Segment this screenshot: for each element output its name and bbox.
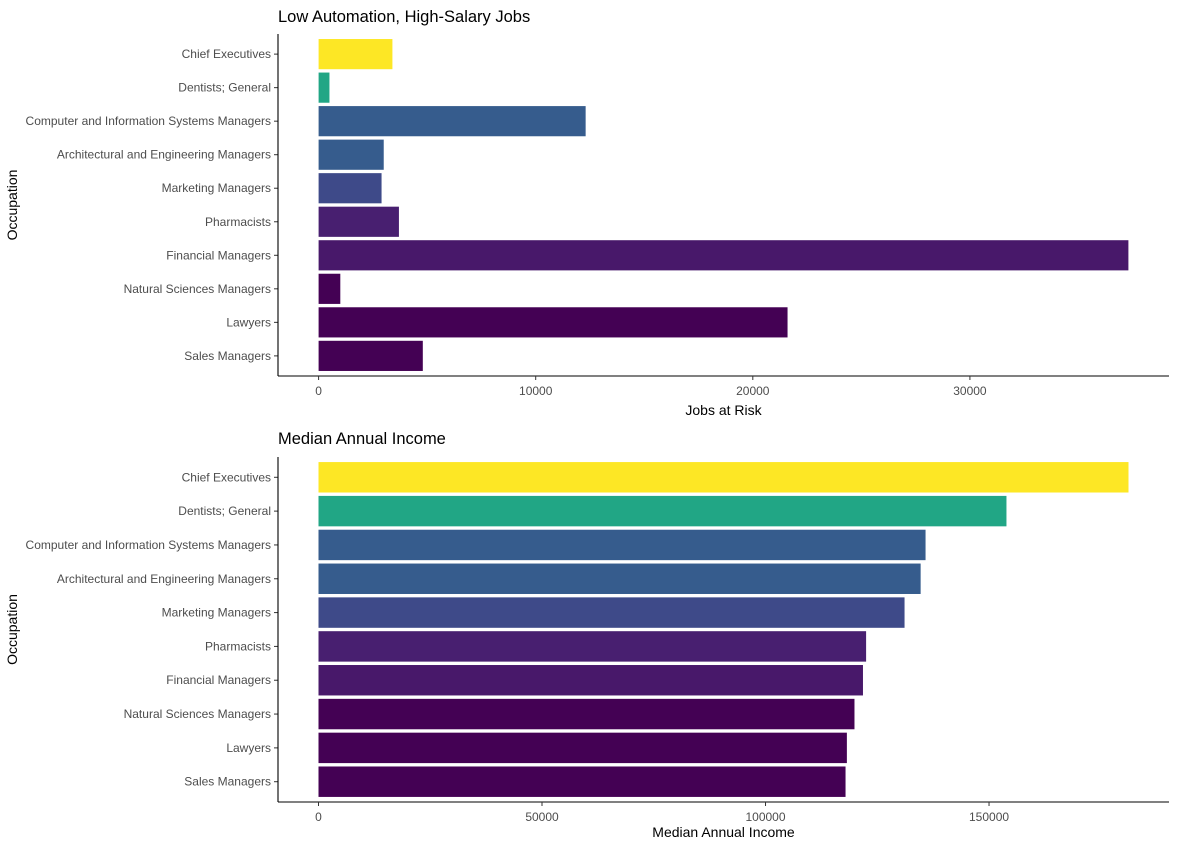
chart2-y-tick-label: Financial Managers bbox=[166, 673, 271, 687]
chart2-bar bbox=[318, 631, 867, 662]
chart2-y-tick-label: Chief Executives bbox=[182, 470, 271, 484]
chart2-bar bbox=[318, 495, 1007, 527]
chart2-x-tick-label: 0 bbox=[315, 810, 322, 824]
chart2-x-tick-label: 100000 bbox=[745, 810, 785, 824]
chart2-title: Median Annual Income bbox=[278, 430, 446, 448]
chart2-bar bbox=[318, 529, 926, 561]
chart1-y-tick-label: Dentists; General bbox=[178, 81, 271, 95]
chart2-y-tick-label: Marketing Managers bbox=[162, 606, 271, 620]
chart1-x-axis-title: Jobs at Risk bbox=[685, 402, 762, 418]
chart1-y-tick-label: Financial Managers bbox=[166, 248, 271, 262]
chart1-y-tick-label: Sales Managers bbox=[184, 349, 271, 363]
chart1-bar bbox=[318, 240, 1129, 271]
chart2-x-tick-label: 150000 bbox=[969, 810, 1009, 824]
chart2-bar bbox=[318, 732, 847, 764]
chart2-y-tick-label: Natural Sciences Managers bbox=[124, 707, 271, 721]
chart2-y-tick-label: Lawyers bbox=[226, 741, 271, 755]
chart1-bar bbox=[318, 307, 788, 338]
chart2-bar bbox=[318, 597, 905, 628]
chart2-x-tick-label: 50000 bbox=[525, 810, 559, 824]
chart1-bar bbox=[318, 72, 330, 103]
chart2-bar bbox=[318, 462, 1129, 493]
chart1-bar bbox=[318, 340, 423, 371]
chart1-title: Low Automation, High-Salary Jobs bbox=[278, 8, 530, 26]
chart1-y-tick-label: Pharmacists bbox=[205, 215, 271, 229]
chart1-x-tick-label: 30000 bbox=[953, 384, 987, 398]
chart1-x-tick-label: 20000 bbox=[736, 384, 770, 398]
chart1-bar bbox=[318, 206, 399, 237]
chart1-x-tick-label: 0 bbox=[315, 384, 322, 398]
chart2-x-axis-title: Median Annual Income bbox=[652, 824, 795, 840]
chart2-y-tick-label: Dentists; General bbox=[178, 504, 271, 518]
chart2-y-tick-label: Architectural and Engineering Managers bbox=[57, 572, 271, 586]
chart2-y-axis-title: Occupation bbox=[4, 594, 20, 665]
chart1-bar bbox=[318, 173, 382, 204]
chart2-bar bbox=[318, 766, 846, 797]
chart1-y-axis-title: Occupation bbox=[4, 170, 20, 241]
chart1-y-tick-label: Chief Executives bbox=[182, 47, 271, 61]
chart2-y-tick-label: Pharmacists bbox=[205, 639, 271, 653]
chart2-bar bbox=[318, 563, 921, 594]
chart1-bar bbox=[318, 139, 384, 170]
chart1-x-tick-label: 10000 bbox=[519, 384, 553, 398]
chart1-bar bbox=[318, 273, 341, 304]
chart1-y-tick-label: Computer and Information Systems Manager… bbox=[26, 114, 271, 128]
chart1-bar bbox=[318, 106, 586, 137]
chart1-bar bbox=[318, 39, 393, 70]
chart2-y-tick-label: Computer and Information Systems Manager… bbox=[26, 538, 271, 552]
chart2-y-tick-label: Sales Managers bbox=[184, 775, 271, 789]
chart1-y-tick-label: Lawyers bbox=[226, 315, 271, 329]
chart1-y-tick-label: Architectural and Engineering Managers bbox=[57, 148, 271, 162]
chart1-y-tick-label: Natural Sciences Managers bbox=[124, 282, 271, 296]
chart2-bar bbox=[318, 665, 863, 696]
chart2-bar bbox=[318, 698, 855, 730]
chart1-y-tick-label: Marketing Managers bbox=[162, 181, 271, 195]
